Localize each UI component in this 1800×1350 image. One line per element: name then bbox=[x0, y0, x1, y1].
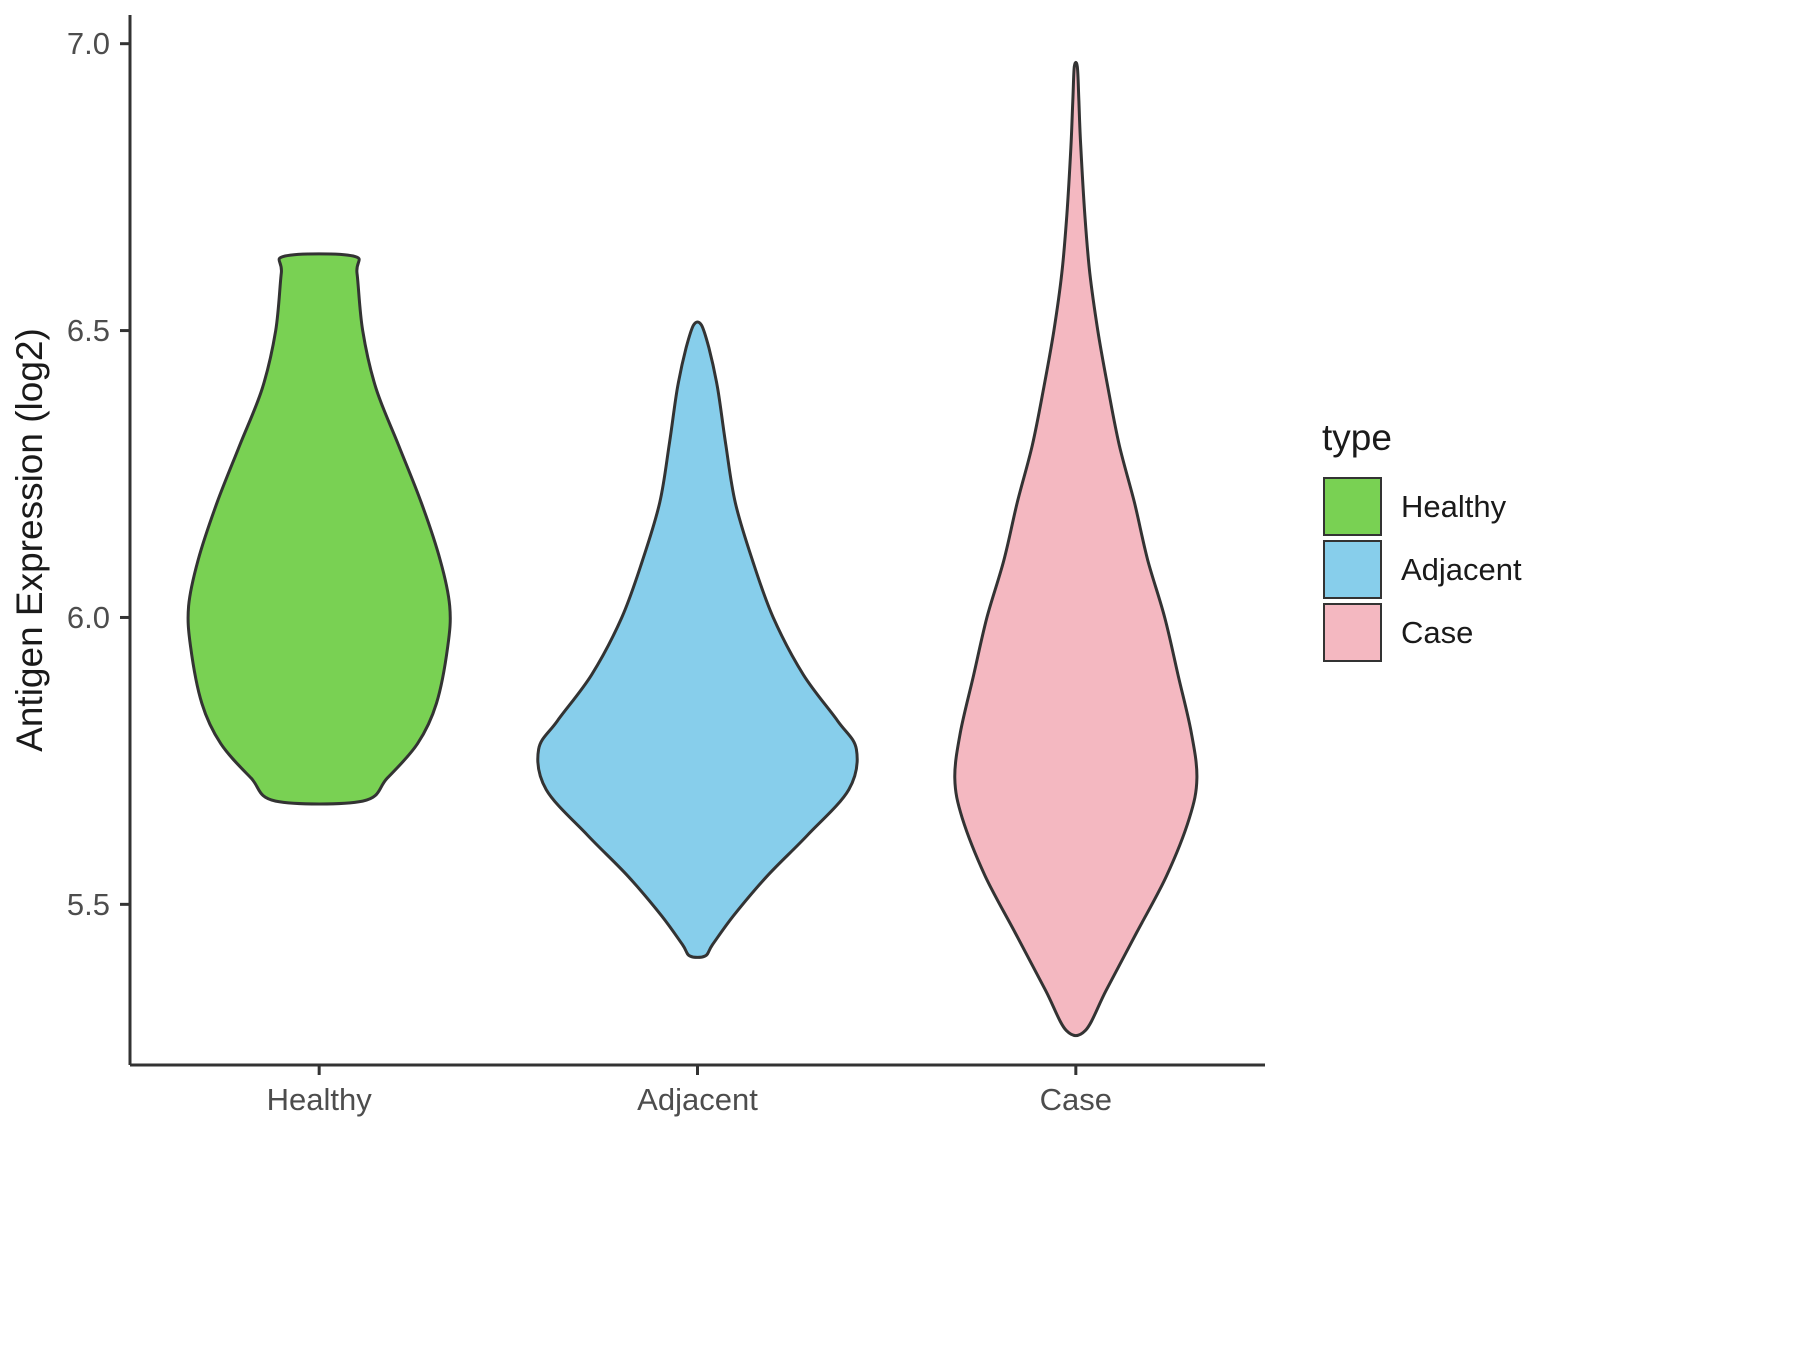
y-tick-label: 7.0 bbox=[67, 26, 110, 61]
legend-label-adjacent: Adjacent bbox=[1401, 552, 1522, 587]
violin-healthy bbox=[186, 252, 452, 806]
y-tick-label: 6.5 bbox=[67, 313, 110, 348]
x-tick-label-case: Case bbox=[1040, 1082, 1112, 1117]
legend-label-case: Case bbox=[1401, 615, 1473, 650]
violin-adjacent bbox=[536, 320, 859, 959]
legend-label-healthy: Healthy bbox=[1401, 489, 1507, 524]
y-axis-title: Antigen Expression (log2) bbox=[9, 328, 50, 752]
x-tick-label-healthy: Healthy bbox=[267, 1082, 373, 1117]
x-tick-label-adjacent: Adjacent bbox=[637, 1082, 758, 1117]
legend-key-adjacent bbox=[1323, 540, 1382, 599]
y-tick-label: 6.0 bbox=[67, 600, 110, 635]
y-tick-label: 5.5 bbox=[67, 887, 110, 922]
legend-key-case bbox=[1323, 603, 1382, 662]
violin-case bbox=[953, 60, 1199, 1038]
legend-key-healthy bbox=[1323, 477, 1382, 536]
legend-title: type bbox=[1322, 417, 1392, 458]
